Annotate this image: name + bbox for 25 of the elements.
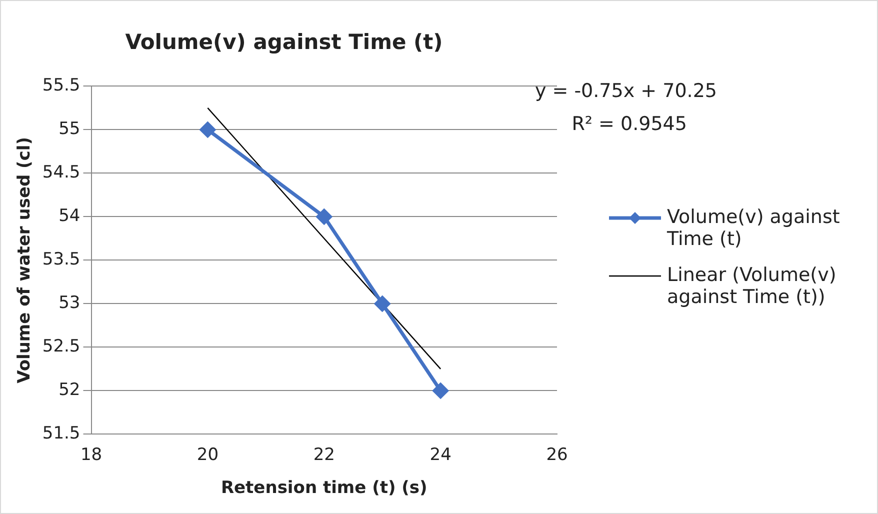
y-tick-label: 52.5 (42, 336, 80, 357)
chart-title: Volume(v) against Time (t) (125, 30, 443, 54)
text: R² = 0.9545 (572, 113, 687, 136)
y-tick-label: 54 (58, 206, 80, 226)
y-tick-label: 55.5 (42, 76, 80, 96)
y-tick-label: 53 (58, 293, 80, 314)
legend-label: Linear (Volume(v) against Time (t)) (667, 264, 838, 308)
y-tick-label: 54.5 (42, 162, 80, 183)
point (374, 296, 390, 312)
y-tick-label: 52 (58, 380, 80, 400)
x-tick-label: 22 (313, 444, 335, 465)
annotation: y = -0.75x + 70.25 (534, 80, 717, 102)
y-tick-label: 55 (58, 119, 80, 140)
point (316, 208, 332, 224)
y-tick-label: 51.5 (42, 424, 80, 444)
point (200, 122, 216, 138)
x-tick-label: 20 (196, 444, 219, 465)
x-tick-label: 26 (546, 444, 568, 465)
y-tick-label: 53.5 (42, 250, 80, 270)
x-axis-title: Retension time (t) (s) (220, 478, 428, 498)
x-tick-label: 24 (430, 444, 452, 465)
y-axis-title: Volume of water used (cl) (14, 136, 35, 384)
x-tick-label: 18 (80, 444, 102, 465)
point (432, 382, 448, 398)
legend-label: Volume(v) against Time (t) (667, 206, 841, 250)
